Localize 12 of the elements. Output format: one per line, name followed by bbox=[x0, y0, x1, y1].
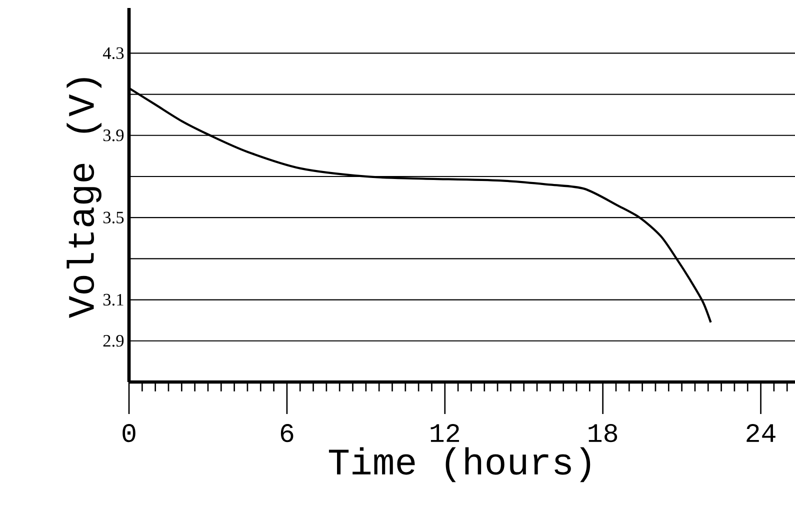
x-axis-title: Time (hours) bbox=[328, 447, 590, 482]
y-tick-label: 3.1 bbox=[103, 294, 124, 306]
x-tick-label: 24 bbox=[746, 424, 776, 442]
x-tick-label: 18 bbox=[588, 424, 618, 442]
y-tick-label: 3.5 bbox=[103, 212, 124, 224]
y-tick-label: 2.9 bbox=[103, 335, 124, 347]
x-tick-label: 6 bbox=[280, 424, 294, 442]
y-tick-label: 3.9 bbox=[103, 130, 124, 142]
y-tick-label: 4.3 bbox=[102, 47, 124, 60]
y-axis-title: Voltage (V) bbox=[66, 78, 102, 318]
x-tick-label: 0 bbox=[122, 424, 136, 442]
x-tick-label: 12 bbox=[430, 424, 460, 442]
